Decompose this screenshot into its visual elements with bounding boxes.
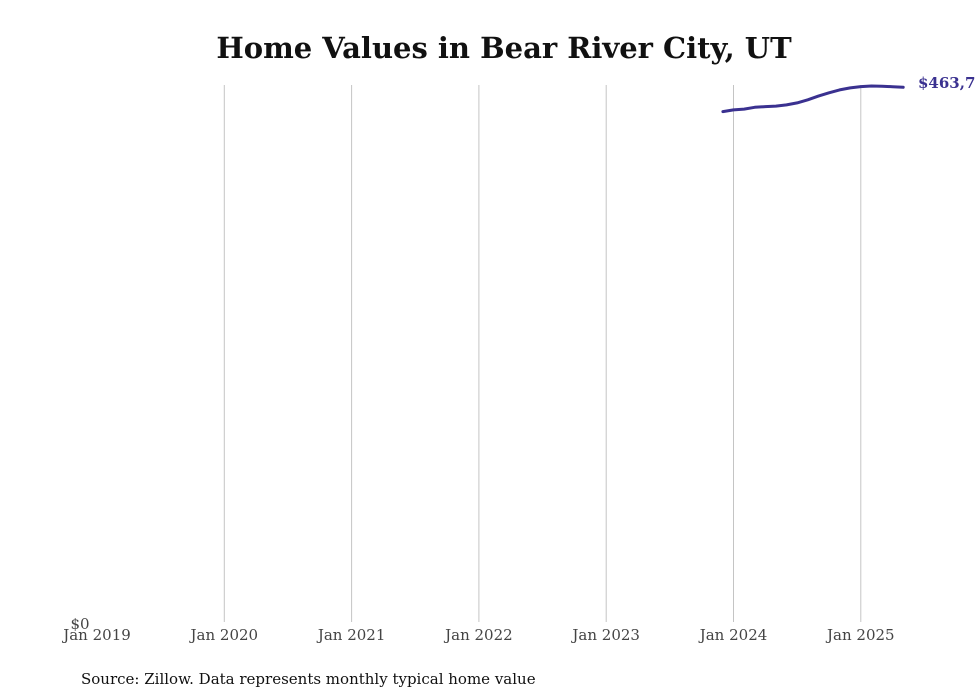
x-tick-label: Jan 2023 (570, 626, 640, 644)
x-tick-label: Jan 2019 (61, 626, 131, 644)
x-tick-label: Jan 2022 (443, 626, 513, 644)
x-tick-label: Jan 2024 (698, 626, 768, 644)
source-note: Source: Zillow. Data represents monthly … (81, 670, 536, 688)
series-line-0 (721, 84, 905, 114)
x-tick-label: Jan 2021 (316, 626, 386, 644)
x-tick-label: Jan 2025 (825, 626, 895, 644)
grid-lines (223, 85, 862, 622)
end-value-label: $463,7 (918, 74, 975, 92)
y-tick-label-zero: $0 (70, 615, 89, 633)
chart-title: Home Values in Bear River City, UT (216, 31, 792, 65)
x-axis-ticks: Jan 2019 Jan 2020 Jan 2021 Jan 2022 Jan 2023… (61, 626, 894, 644)
x-tick-label: Jan 2020 (189, 626, 259, 644)
series-layer (721, 84, 905, 114)
